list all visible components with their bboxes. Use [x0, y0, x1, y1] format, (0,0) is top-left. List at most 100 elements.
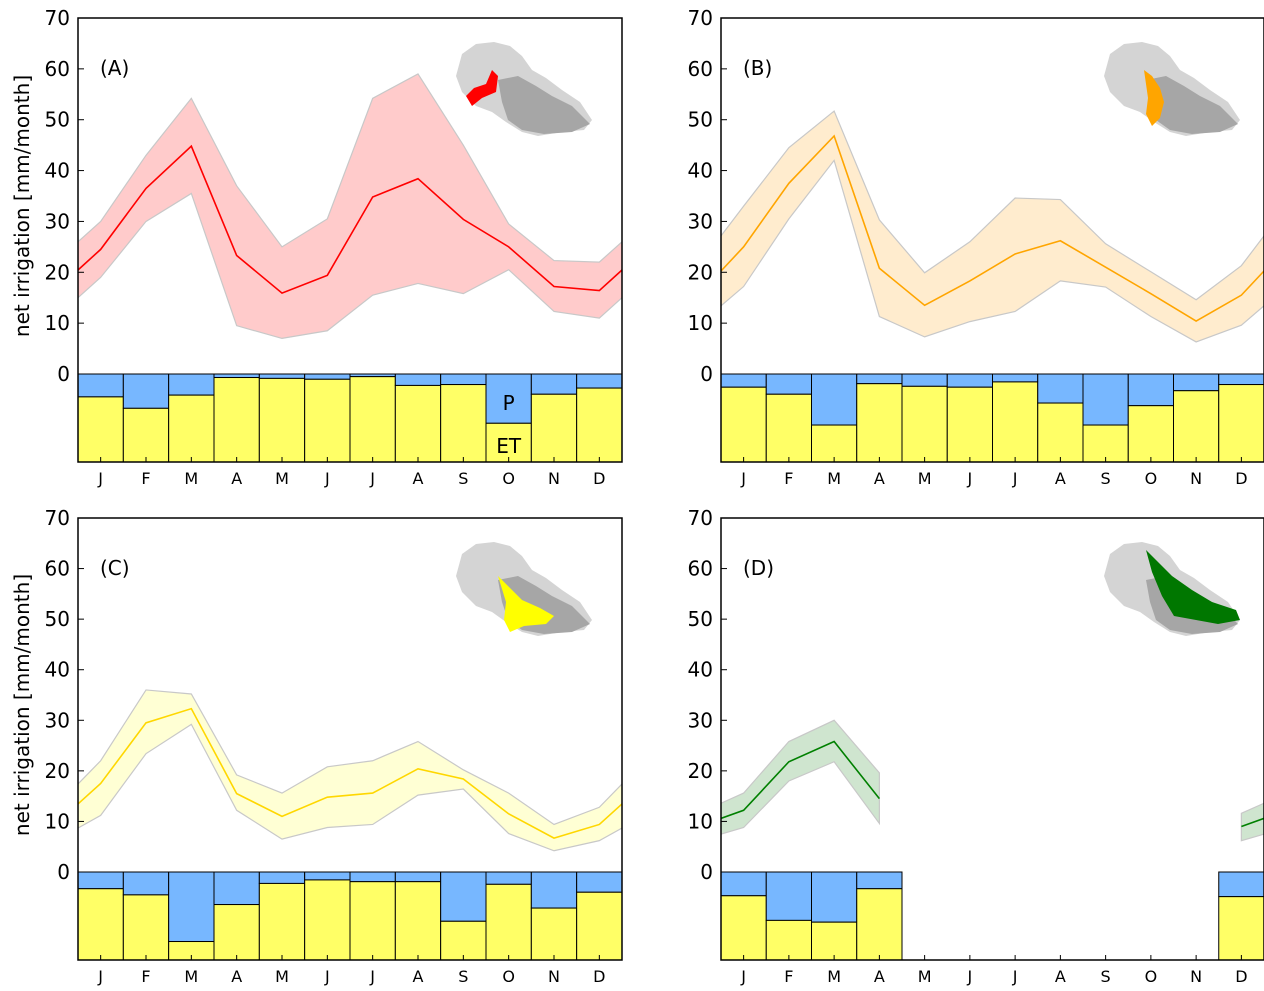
x-tick-label: J: [740, 469, 746, 488]
precip-bar: [168, 871, 215, 943]
chart-panel: 0 10 20 30 40 50 60 70 J F M A M J J A S O N D (D): [688, 506, 1264, 986]
basin-region: [1146, 550, 1240, 624]
precip-bar: [258, 373, 306, 379]
y-tick-label: 10: [688, 809, 713, 833]
x-tick-label: S: [1101, 967, 1111, 986]
y-tick-label: 70: [45, 6, 70, 30]
x-tick-label: J: [967, 469, 973, 488]
precip-bar: [992, 373, 1039, 383]
x-tick-label: F: [141, 967, 150, 986]
y-tick-label: 0: [700, 860, 713, 884]
y-tick-label: 30: [688, 209, 713, 233]
x-tick-label: N: [1190, 967, 1202, 986]
axes-frame: [720, 17, 1264, 463]
x-tick-label: O: [1145, 967, 1158, 986]
x-tick-label: S: [1101, 469, 1111, 488]
precip-bar: [576, 373, 623, 389]
x-tick-label: D: [593, 967, 605, 986]
y-tick-label: 10: [45, 311, 70, 335]
y-tick-label: 60: [45, 557, 70, 581]
x-tick-label: J: [740, 967, 746, 986]
x-tick-label: J: [324, 469, 330, 488]
y-tick-label: 30: [45, 708, 70, 732]
y-tick-label: 0: [57, 362, 70, 386]
basin-region: [498, 576, 554, 632]
x-tick-label: J: [369, 967, 375, 986]
et-bar: [1218, 384, 1264, 463]
basin-map: [456, 542, 592, 636]
x-tick-label: A: [1055, 469, 1066, 488]
precip-bar: [720, 871, 767, 897]
x-tick-label: M: [184, 967, 198, 986]
x-tick-label: J: [1012, 967, 1018, 986]
y-tick-label: 40: [688, 658, 713, 682]
x-tick-label: O: [502, 469, 515, 488]
et-bar: [440, 384, 487, 463]
et-bar: [168, 394, 215, 463]
et-bar: [811, 921, 858, 961]
y-tick-label: 50: [688, 108, 713, 132]
y-tick-label: 40: [45, 159, 70, 183]
x-tick-label: M: [827, 967, 841, 986]
et-bar: [485, 883, 532, 961]
y-axis-label: net irrigation [mm/month]: [10, 574, 34, 836]
x-tick-label: D: [1235, 967, 1247, 986]
basin-map: [1104, 42, 1240, 136]
x-tick-label: A: [874, 967, 885, 986]
precip-bar: [720, 373, 767, 388]
precip-bar: [440, 373, 487, 386]
x-tick-label: A: [413, 469, 424, 488]
precip-bar: [856, 373, 903, 385]
chart-panel: 0 10 20 30 40 50 60 70 J F M A M J J A S O N D (A) net irriga…: [10, 6, 623, 488]
basin-plain: [498, 76, 590, 134]
et-bar: [349, 376, 396, 463]
precip-bar: [394, 373, 442, 386]
precip-bar: [394, 871, 442, 883]
x-tick-label: S: [458, 469, 468, 488]
et-bar: [440, 920, 487, 961]
et-bar: [530, 393, 578, 463]
y-tick-label: 10: [45, 809, 70, 833]
uncertainty-band: [721, 719, 880, 835]
x-tick-label: M: [184, 469, 198, 488]
axes-frame: [77, 517, 623, 961]
et-bar: [258, 377, 306, 463]
et-bar: [811, 424, 858, 463]
y-axis-label: net irrigation [mm/month]: [10, 75, 34, 337]
x-tick-label: J: [97, 469, 103, 488]
et-bar: [720, 895, 767, 961]
y-tick-label: 50: [45, 607, 70, 631]
chart-panel: 0 10 20 30 40 50 60 70 J F M A M J J A S O N D (C) net irriga…: [10, 506, 623, 986]
precip-bar: [1127, 373, 1174, 407]
et-bar: [765, 393, 812, 463]
precip-bar: [1082, 373, 1129, 426]
y-tick-label: 20: [688, 260, 713, 284]
x-tick-label: M: [918, 469, 932, 488]
et-bar: [1037, 402, 1084, 463]
x-tick-label: D: [1235, 469, 1247, 488]
et-bar: [1218, 896, 1264, 961]
x-tick-label: M: [918, 967, 932, 986]
precip-bar: [304, 871, 351, 881]
basin-map: [456, 42, 592, 136]
precip-bar: [440, 871, 487, 922]
et-bar: [122, 407, 170, 463]
et-bar: [258, 882, 306, 961]
et-bar: [304, 879, 351, 961]
et-bar: [213, 377, 260, 463]
x-tick-label: A: [413, 967, 424, 986]
x-tick-label: F: [784, 469, 793, 488]
panel-label: (D): [743, 556, 774, 580]
y-tick-label: 0: [700, 362, 713, 386]
et-bar: [394, 384, 442, 463]
et-bar: [122, 894, 170, 961]
et-bar: [1173, 390, 1220, 463]
precip-bar: [213, 871, 260, 906]
precip-bar: [122, 871, 170, 896]
et-bar: [856, 888, 903, 961]
precip-bar: [811, 373, 858, 426]
x-tick-label: J: [97, 967, 103, 986]
precip-bar: [349, 871, 396, 883]
y-tick-label: 10: [688, 311, 713, 335]
